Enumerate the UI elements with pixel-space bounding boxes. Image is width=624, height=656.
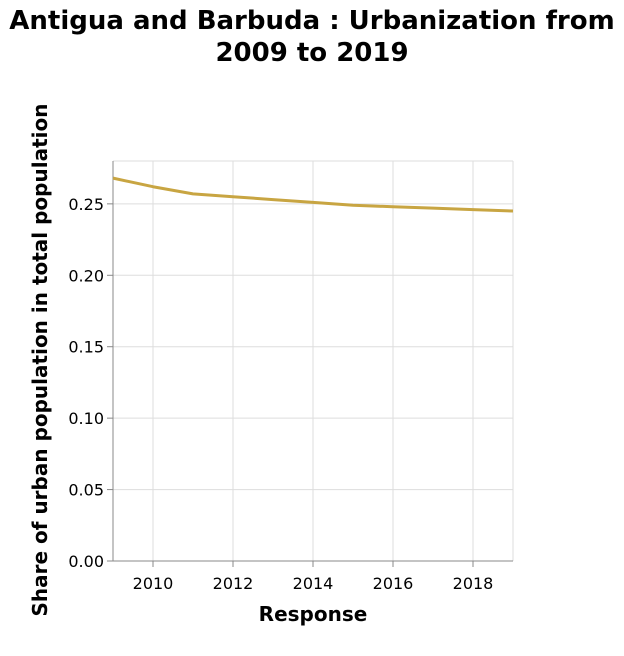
series-line [112,176,514,213]
chart-title-line-1: Antigua and Barbuda : Urbanization from [9,6,615,36]
y-tick-label: 0.00 [68,552,104,571]
x-tick-label: 2018 [453,574,494,593]
x-axis-label: Response [259,602,368,626]
chart-title-line-2: 2009 to 2019 [215,38,409,68]
x-tick-label: 2014 [293,574,334,593]
tick-labels: 2010 2012 2014 2016 2018 0.00 0.05 0.10 0.15 0.20… [68,195,493,593]
grid [113,160,514,562]
y-tick-label: 0.25 [68,195,104,214]
x-tick-label: 2016 [373,574,414,593]
y-axis-label: Share of urban population in total popul… [28,104,52,617]
x-tick-label: 2012 [213,574,254,593]
series-layer [112,176,514,213]
y-tick-label: 0.20 [68,266,104,285]
y-tick-label: 0.05 [68,481,104,500]
x-tick-label: 2010 [133,574,174,593]
y-tick-label: 0.10 [68,409,104,428]
axes [107,161,513,567]
y-tick-label: 0.15 [68,338,104,357]
